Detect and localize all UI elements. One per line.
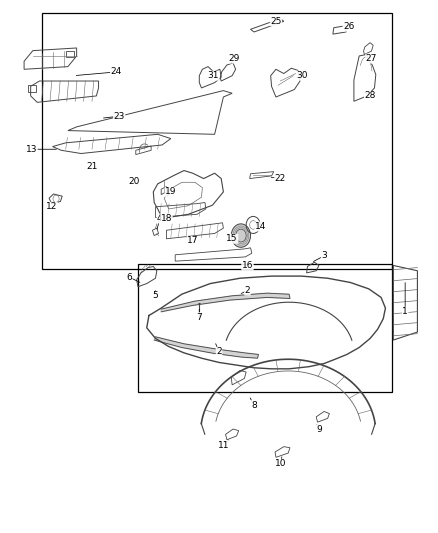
Polygon shape [154, 337, 258, 358]
Text: 1: 1 [402, 308, 408, 316]
Text: 28: 28 [364, 92, 376, 100]
Text: 23: 23 [113, 112, 125, 120]
Text: 22: 22 [275, 174, 286, 183]
Text: 3: 3 [321, 252, 327, 260]
Text: 15: 15 [226, 235, 238, 243]
Text: 30: 30 [297, 71, 308, 80]
Text: 2: 2 [216, 348, 222, 356]
Text: 2: 2 [245, 286, 250, 295]
Text: 6: 6 [126, 273, 132, 281]
Text: 10: 10 [275, 459, 286, 468]
Text: 9: 9 [317, 425, 323, 433]
Circle shape [231, 224, 251, 247]
Text: 4: 4 [157, 214, 162, 223]
Text: 13: 13 [26, 145, 37, 154]
Text: 26: 26 [343, 22, 354, 31]
Text: 31: 31 [208, 71, 219, 80]
Text: 16: 16 [242, 261, 253, 270]
Text: 19: 19 [165, 188, 177, 196]
Text: 18: 18 [161, 214, 172, 223]
Text: 12: 12 [46, 203, 57, 211]
Text: 8: 8 [251, 401, 257, 409]
Text: 7: 7 [196, 313, 202, 321]
Text: 11: 11 [218, 441, 229, 449]
Text: 25: 25 [270, 17, 282, 26]
Text: 20: 20 [128, 177, 139, 185]
Text: 14: 14 [255, 222, 266, 231]
Text: 5: 5 [152, 292, 159, 300]
Text: 27: 27 [366, 54, 377, 63]
Polygon shape [161, 293, 290, 312]
Text: 24: 24 [110, 68, 122, 76]
Text: 17: 17 [187, 237, 198, 245]
Text: 29: 29 [229, 54, 240, 63]
Text: 21: 21 [86, 162, 98, 171]
